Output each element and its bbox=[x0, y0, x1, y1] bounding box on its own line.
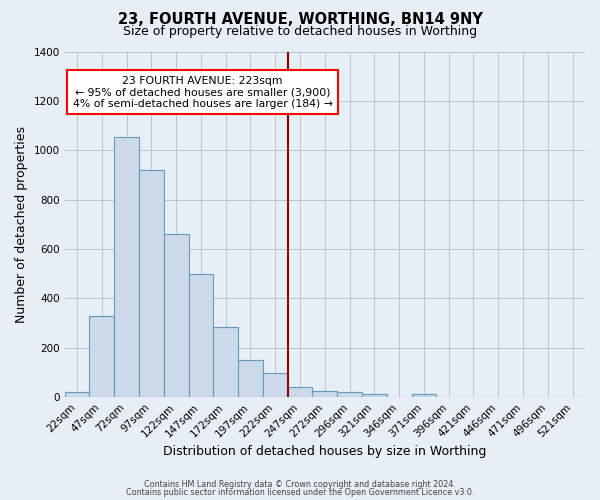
Bar bbox=[362, 394, 387, 397]
Bar bbox=[139, 170, 164, 397]
Bar bbox=[238, 360, 263, 397]
Bar bbox=[188, 274, 214, 397]
Bar bbox=[214, 327, 238, 397]
Text: Size of property relative to detached houses in Worthing: Size of property relative to detached ho… bbox=[123, 25, 477, 38]
Bar bbox=[164, 234, 188, 397]
Text: Contains HM Land Registry data © Crown copyright and database right 2024.: Contains HM Land Registry data © Crown c… bbox=[144, 480, 456, 489]
Text: 23 FOURTH AVENUE: 223sqm
← 95% of detached houses are smaller (3,900)
4% of semi: 23 FOURTH AVENUE: 223sqm ← 95% of detach… bbox=[73, 76, 332, 109]
X-axis label: Distribution of detached houses by size in Worthing: Distribution of detached houses by size … bbox=[163, 444, 487, 458]
Bar bbox=[114, 136, 139, 397]
Bar bbox=[287, 388, 313, 397]
Bar bbox=[313, 391, 337, 397]
Bar bbox=[412, 394, 436, 397]
Bar bbox=[337, 392, 362, 397]
Y-axis label: Number of detached properties: Number of detached properties bbox=[15, 126, 28, 323]
Text: Contains public sector information licensed under the Open Government Licence v3: Contains public sector information licen… bbox=[126, 488, 474, 497]
Bar bbox=[65, 392, 89, 397]
Bar bbox=[89, 316, 114, 397]
Text: 23, FOURTH AVENUE, WORTHING, BN14 9NY: 23, FOURTH AVENUE, WORTHING, BN14 9NY bbox=[118, 12, 482, 28]
Bar bbox=[263, 372, 287, 397]
